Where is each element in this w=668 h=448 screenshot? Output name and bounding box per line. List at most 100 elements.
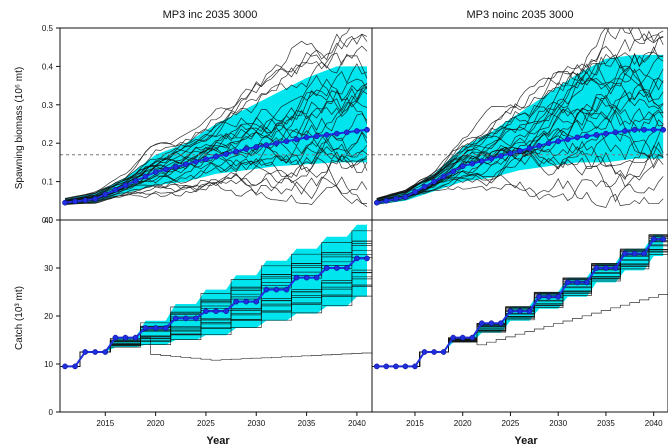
- biomass-panel-right: [372, 28, 668, 208]
- y-tick-label: 0.2: [42, 139, 54, 148]
- median-point: [354, 128, 360, 134]
- median-point: [203, 308, 209, 315]
- x-tick-label: 2035: [597, 419, 615, 428]
- median-point: [650, 126, 657, 133]
- median-point: [574, 134, 581, 141]
- median-point: [593, 132, 600, 138]
- median-point: [393, 363, 399, 370]
- median-point: [172, 164, 179, 170]
- median-point: [82, 349, 89, 355]
- median-point: [622, 128, 628, 134]
- x-tick-label: 2025: [197, 419, 215, 428]
- panel-frame: [371, 219, 668, 413]
- median-point: [303, 134, 310, 141]
- median-point: [333, 130, 340, 137]
- median-point: [323, 132, 330, 138]
- median-point: [564, 136, 571, 143]
- median-point: [622, 250, 628, 257]
- trajectory-line: [376, 55, 664, 200]
- median-point: [450, 168, 457, 175]
- median-point: [182, 161, 189, 168]
- median-point: [517, 308, 523, 315]
- median-point: [545, 140, 552, 147]
- median-point: [253, 298, 260, 305]
- trajectory-line: [64, 131, 368, 205]
- trajectory-line: [64, 89, 368, 201]
- trajectory-line: [376, 28, 664, 202]
- median-point: [402, 194, 409, 200]
- median-point: [243, 146, 250, 152]
- y-tick-label: 0.4: [42, 62, 54, 71]
- median-point: [243, 298, 250, 305]
- median-point: [132, 334, 139, 341]
- median-point: [507, 308, 514, 315]
- median-point: [293, 136, 300, 143]
- y-tick-label: 20: [44, 312, 53, 321]
- trajectory-line: [372, 294, 668, 367]
- biomass-panel-left: 0.0 0.1 0.2 0.3 0.4 0.5: [42, 24, 372, 225]
- x-tick-label: 2035: [298, 419, 316, 428]
- median-point: [233, 148, 239, 155]
- median-point: [263, 286, 270, 293]
- median-point: [162, 166, 169, 173]
- x-tick-label: 2015: [96, 419, 114, 428]
- median-point: [517, 148, 523, 154]
- median-point: [313, 274, 320, 281]
- median-point: [92, 196, 99, 202]
- median-point: [507, 150, 514, 157]
- median-point: [92, 349, 99, 355]
- median-point: [478, 158, 485, 164]
- median-point: [223, 308, 229, 315]
- y-axis-label-biomass: Spawning biomass (10⁶ mt): [14, 67, 25, 190]
- x-axis-label-left: Year: [206, 435, 230, 447]
- panel-title-right: MP3 noinc 2035 3000: [466, 9, 573, 21]
- median-point: [283, 138, 290, 145]
- median-point: [612, 265, 619, 271]
- median-point: [545, 293, 552, 300]
- median-point: [303, 274, 310, 281]
- median-point: [354, 255, 360, 262]
- median-point: [498, 320, 504, 327]
- median-point: [193, 158, 199, 165]
- median-point: [273, 140, 280, 147]
- x-tick-label: 2030: [549, 419, 567, 428]
- median-point: [72, 198, 78, 205]
- trajectory-line: [376, 91, 664, 203]
- median-point: [440, 349, 447, 355]
- median-point: [393, 196, 399, 202]
- y-tick-label: 10: [44, 360, 53, 369]
- median-point: [526, 308, 533, 315]
- y-axis-label-catch: Catch (10³ mt): [14, 286, 25, 350]
- median-point: [641, 250, 647, 257]
- median-point: [383, 197, 390, 204]
- median-point: [283, 286, 290, 293]
- median-point: [203, 156, 209, 163]
- median-point: [132, 178, 139, 184]
- trajectory-line: [64, 33, 368, 201]
- median-point: [412, 363, 418, 370]
- y-tick-label: 30: [44, 264, 53, 273]
- median-point: [469, 160, 476, 167]
- trajectory-line: [376, 33, 664, 199]
- trajectory-line: [64, 157, 368, 205]
- median-point: [323, 265, 330, 271]
- median-point: [574, 279, 581, 286]
- x-tick-label: 2025: [502, 419, 520, 428]
- median-point: [536, 142, 542, 149]
- median-point: [152, 169, 159, 175]
- median-point: [421, 349, 428, 355]
- trajectory-line: [376, 64, 664, 201]
- median-point: [459, 163, 466, 170]
- median-point: [421, 183, 428, 190]
- panel-title-left: MP3 inc 2035 3000: [163, 9, 258, 21]
- median-point: [383, 363, 390, 370]
- y-tick-label: 0.3: [42, 101, 54, 110]
- median-point: [555, 293, 562, 300]
- median-point: [343, 265, 350, 271]
- panel-frames: [59, 27, 668, 413]
- median-point: [373, 199, 380, 206]
- median-point: [193, 315, 199, 322]
- median-point: [213, 153, 219, 160]
